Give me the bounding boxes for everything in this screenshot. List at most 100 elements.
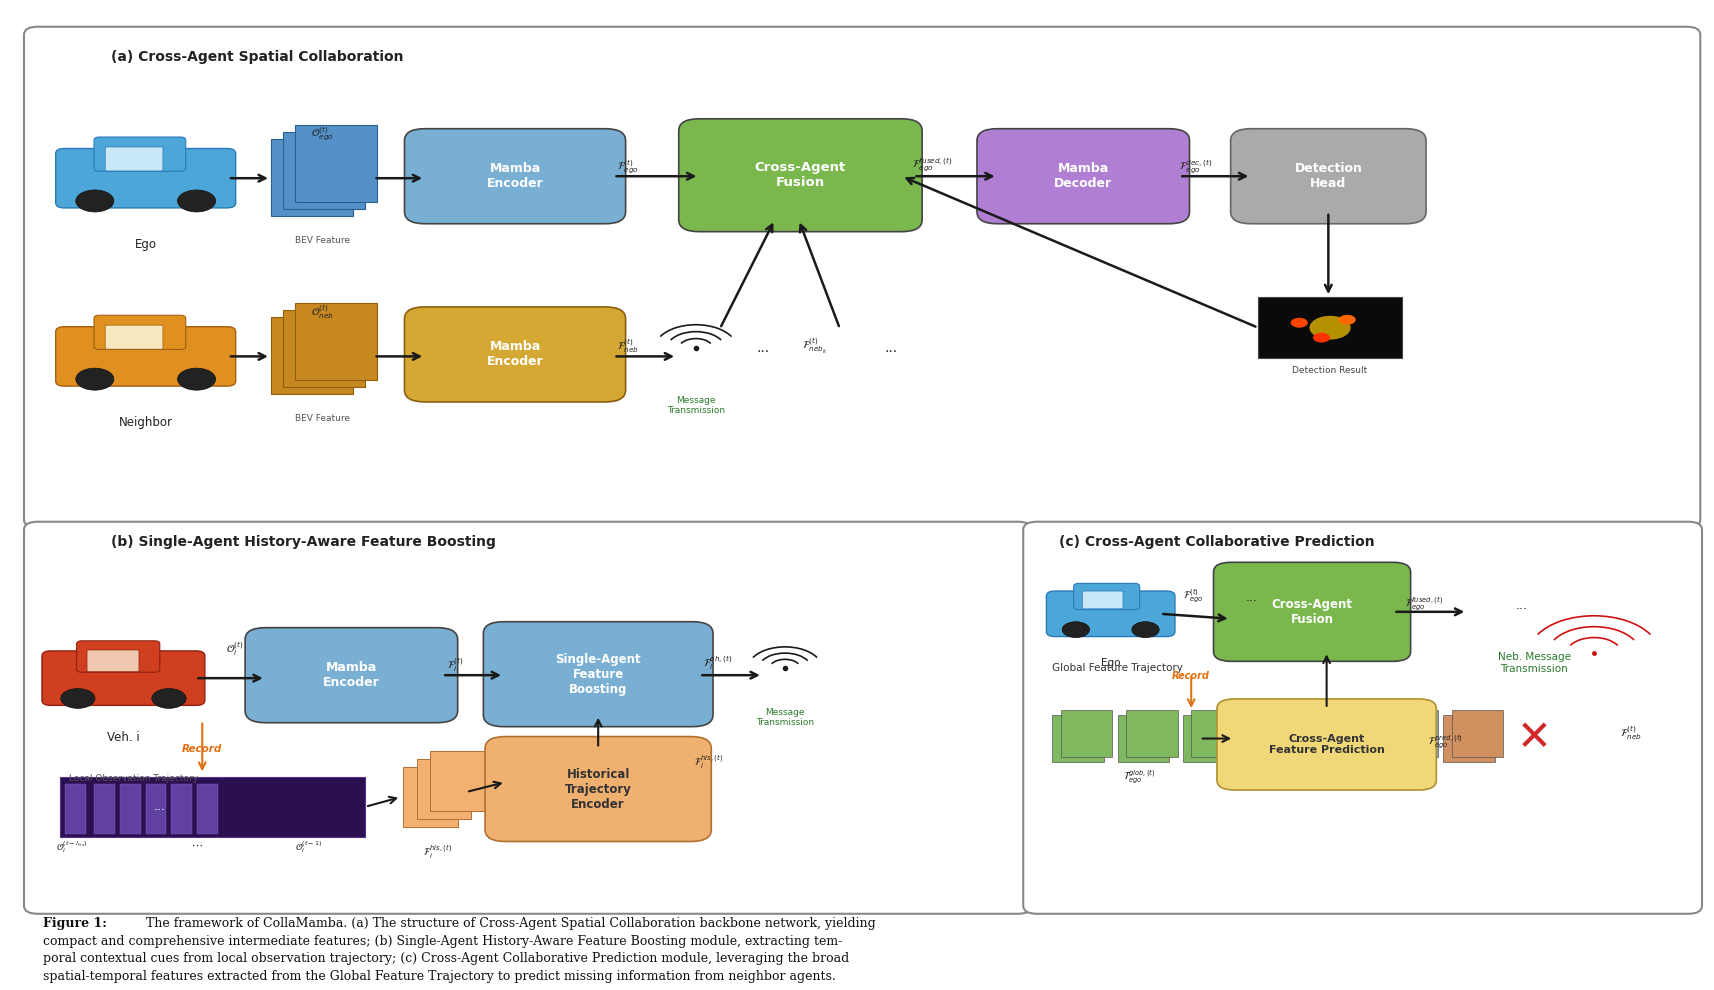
Text: $\mathcal{O}^{(t)}_{i}$: $\mathcal{O}^{(t)}_{i}$ [226, 641, 243, 658]
Text: $\mathcal{O}^{(t-l_{his})}_{i}$: $\mathcal{O}^{(t-l_{his})}_{i}$ [57, 840, 87, 855]
Circle shape [178, 368, 216, 390]
Text: ✕: ✕ [1517, 717, 1551, 758]
Circle shape [1291, 318, 1308, 328]
Text: ...: ... [153, 800, 166, 814]
Bar [1118, 715, 1169, 762]
Bar [430, 751, 485, 811]
Text: Mamba
Encoder: Mamba Encoder [487, 341, 543, 368]
Bar [1256, 710, 1308, 757]
Text: Cross-Agent
Fusion: Cross-Agent Fusion [1272, 598, 1352, 626]
Text: $\mathcal{F}^{(t)}_{i}$: $\mathcal{F}^{(t)}_{i}$ [447, 656, 464, 674]
FancyBboxPatch shape [405, 307, 626, 402]
Circle shape [178, 190, 216, 212]
Bar [146, 784, 166, 834]
FancyBboxPatch shape [24, 522, 1032, 914]
Text: Cross-Agent
Feature Prediction: Cross-Agent Feature Prediction [1268, 734, 1385, 755]
Text: $\mathcal{F}^{fused,(t)}_{ego}$: $\mathcal{F}^{fused,(t)}_{ego}$ [1405, 595, 1443, 613]
Circle shape [1313, 333, 1330, 343]
FancyBboxPatch shape [679, 119, 922, 232]
Bar [1321, 710, 1373, 757]
FancyBboxPatch shape [105, 325, 163, 349]
Circle shape [1063, 622, 1090, 638]
Text: compact and comprehensive intermediate features; (b) Single-Agent History-Aware : compact and comprehensive intermediate f… [43, 935, 842, 947]
Text: ...: ... [1244, 591, 1258, 605]
Text: BEV Feature: BEV Feature [295, 414, 350, 423]
FancyBboxPatch shape [271, 139, 353, 216]
Text: Global Feature Trajectory: Global Feature Trajectory [1052, 663, 1183, 673]
Bar [1443, 715, 1495, 762]
Text: (c) Cross-Agent Collaborative Prediction: (c) Cross-Agent Collaborative Prediction [1059, 535, 1375, 548]
FancyBboxPatch shape [405, 129, 626, 224]
Bar [403, 767, 458, 827]
FancyBboxPatch shape [41, 651, 204, 705]
Bar [1387, 710, 1438, 757]
FancyBboxPatch shape [24, 27, 1700, 528]
FancyBboxPatch shape [295, 125, 377, 202]
FancyBboxPatch shape [283, 310, 365, 387]
Text: $\mathcal{F}^{(t)}_{neb_k}$: $\mathcal{F}^{(t)}_{neb_k}$ [802, 337, 828, 356]
FancyBboxPatch shape [271, 317, 353, 394]
Text: poral contextual cues from local observation trajectory; (c) Cross-Agent Collabo: poral contextual cues from local observa… [43, 952, 848, 965]
Bar [65, 784, 86, 834]
Text: spatial-temporal features extracted from the Global Feature Trajectory to predic: spatial-temporal features extracted from… [43, 970, 836, 983]
FancyBboxPatch shape [60, 777, 365, 837]
Text: (b) Single-Agent History-Aware Feature Boosting: (b) Single-Agent History-Aware Feature B… [111, 535, 497, 548]
Text: $\mathcal{T}^{glob,(t)}_{ego}$: $\mathcal{T}^{glob,(t)}_{ego}$ [1123, 768, 1157, 786]
Text: Ego: Ego [1100, 658, 1121, 668]
Bar [197, 784, 218, 834]
Text: $\mathcal{F}^{(t)}_{neb}$: $\mathcal{F}^{(t)}_{neb}$ [617, 338, 639, 355]
Text: Message
Transmission: Message Transmission [756, 708, 814, 728]
Text: Mamba
Encoder: Mamba Encoder [487, 162, 543, 190]
Text: $\mathcal{F}^{pred,(t)}_{ego}$: $\mathcal{F}^{pred,(t)}_{ego}$ [1428, 734, 1462, 751]
Text: $\mathcal{O}^{(t-1)}_{i}$: $\mathcal{O}^{(t-1)}_{i}$ [295, 840, 322, 855]
FancyBboxPatch shape [1046, 591, 1174, 637]
FancyBboxPatch shape [483, 622, 713, 727]
FancyBboxPatch shape [245, 628, 458, 723]
FancyBboxPatch shape [1214, 562, 1411, 661]
Bar [1052, 715, 1104, 762]
Circle shape [1309, 316, 1351, 340]
FancyBboxPatch shape [55, 327, 235, 386]
Bar [1378, 715, 1429, 762]
Text: Single-Agent
Feature
Boosting: Single-Agent Feature Boosting [555, 652, 641, 696]
FancyBboxPatch shape [77, 641, 159, 672]
FancyBboxPatch shape [87, 649, 139, 671]
Text: Message
Transmission: Message Transmission [667, 396, 725, 416]
Text: BEV Feature: BEV Feature [295, 236, 350, 245]
FancyBboxPatch shape [94, 315, 185, 349]
Bar [417, 759, 471, 819]
Text: ...: ... [884, 342, 898, 355]
Text: Figure 1:: Figure 1: [43, 917, 106, 930]
Text: Record: Record [1172, 671, 1210, 681]
Bar [1258, 297, 1402, 358]
Text: Historical
Trajectory
Encoder: Historical Trajectory Encoder [564, 767, 632, 811]
Text: ...: ... [1515, 599, 1529, 613]
Circle shape [153, 689, 187, 709]
FancyBboxPatch shape [485, 737, 711, 841]
Circle shape [1131, 622, 1159, 638]
FancyBboxPatch shape [1083, 591, 1123, 609]
FancyBboxPatch shape [55, 148, 235, 208]
FancyBboxPatch shape [94, 137, 185, 171]
Bar [94, 784, 115, 834]
Text: Detection
Head: Detection Head [1294, 162, 1363, 190]
Text: Detection Result: Detection Result [1292, 366, 1368, 375]
Text: $\mathcal{F}^{fused,(t)}_{ego}$: $\mathcal{F}^{fused,(t)}_{ego}$ [912, 156, 953, 174]
Text: ...: ... [756, 342, 770, 355]
Text: $\mathcal{F}^{his,(t)}_{i}$: $\mathcal{F}^{his,(t)}_{i}$ [694, 753, 723, 771]
Text: Record: Record [182, 744, 223, 754]
Bar [1313, 715, 1364, 762]
Text: $\mathcal{O}^{(t)}_{ego}$: $\mathcal{O}^{(t)}_{ego}$ [310, 125, 334, 143]
Bar [1061, 710, 1112, 757]
Circle shape [75, 190, 113, 212]
Circle shape [75, 368, 113, 390]
Bar [120, 784, 141, 834]
Circle shape [60, 689, 94, 709]
Text: Local Observation Trajectory: Local Observation Trajectory [69, 774, 199, 783]
Text: $\mathcal{F}^{dec,(t)}_{ego}$: $\mathcal{F}^{dec,(t)}_{ego}$ [1179, 158, 1214, 176]
Text: Cross-Agent
Fusion: Cross-Agent Fusion [754, 161, 847, 189]
Bar [171, 784, 192, 834]
Bar [1191, 710, 1243, 757]
Text: Neighbor: Neighbor [118, 416, 173, 429]
Text: Mamba
Encoder: Mamba Encoder [322, 661, 381, 689]
